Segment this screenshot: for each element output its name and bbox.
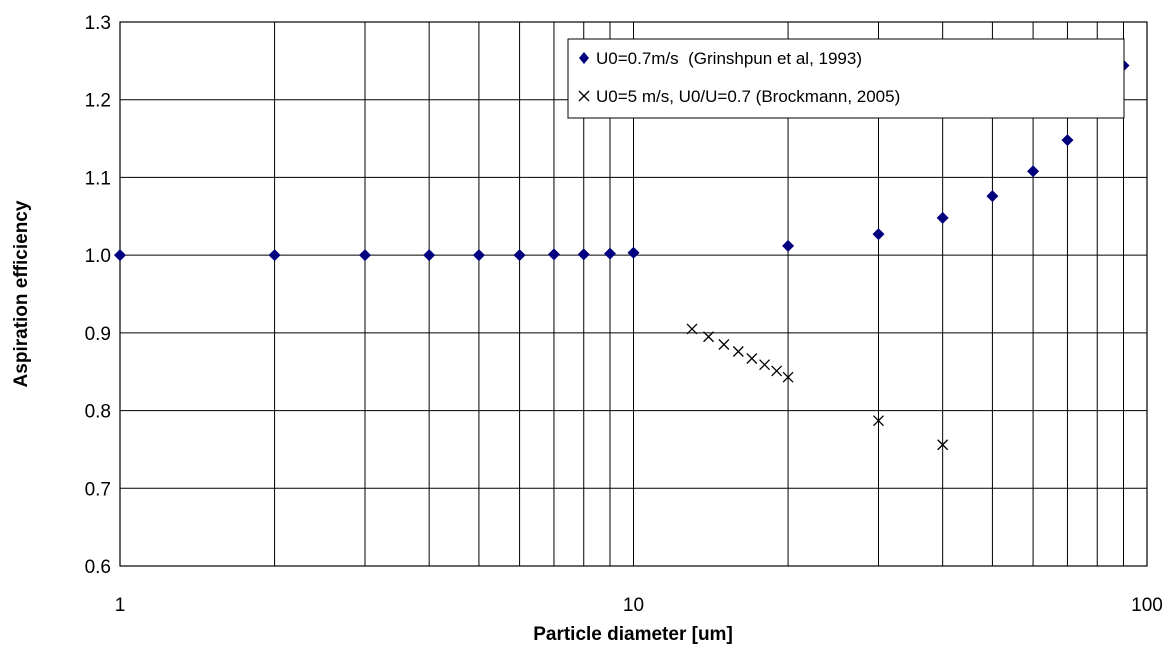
data-point-x	[873, 415, 884, 427]
legend-label-series-1: U0=0.7m/s (Grinshpun et al, 1993)	[596, 49, 862, 68]
data-point-diamond	[627, 246, 640, 259]
data-point-diamond	[604, 247, 617, 260]
data-point-diamond	[513, 249, 526, 262]
data-point-x	[732, 346, 744, 357]
data-point-x	[782, 371, 794, 383]
y-tick-label: 0.6	[85, 557, 111, 578]
data-point-x	[746, 353, 758, 364]
legend-marker-diamond	[579, 52, 589, 64]
legend: U0=0.7m/s (Grinshpun et al, 1993) U0=5 m…	[567, 38, 1125, 119]
data-point-diamond	[872, 228, 885, 241]
data-point-x	[703, 331, 714, 343]
legend-box	[567, 38, 1125, 119]
y-tick-label: 0.8	[85, 402, 111, 423]
data-point-x	[759, 359, 771, 371]
data-point-diamond	[268, 249, 281, 262]
data-point-diamond	[986, 190, 999, 203]
y-tick-label: 0.7	[85, 479, 111, 500]
data-point-diamond	[472, 249, 485, 262]
grid-lines	[119, 21, 1147, 567]
data-point-x	[718, 339, 730, 350]
data-point-x	[937, 439, 949, 451]
x-tick-label: 100	[1131, 595, 1163, 616]
data-point-diamond	[577, 248, 590, 261]
data-point-x	[771, 365, 783, 377]
y-tick-label: 1.0	[85, 246, 111, 267]
data-point-diamond	[547, 248, 560, 261]
data-point-diamond	[1061, 134, 1074, 147]
x-tick-label: 1	[115, 595, 126, 616]
legend-marker-x	[578, 90, 590, 102]
data-point-x	[686, 323, 698, 335]
y-tick-label: 1.3	[85, 13, 111, 34]
data-point-diamond	[1027, 165, 1040, 178]
data-point-diamond	[114, 249, 126, 262]
y-axis-label: Aspiration efficiency	[11, 200, 32, 387]
data-point-diamond	[423, 249, 436, 262]
data-point-diamond	[936, 211, 949, 224]
y-tick-labels: 0.6 0.7 0.8 0.9 1.0 1.1 1.2 1.3	[85, 13, 111, 578]
data-point-diamond	[782, 239, 795, 252]
y-tick-label: 1.2	[85, 91, 111, 112]
plot-area-border	[119, 21, 1148, 567]
x-tick-labels: 1 10 100	[115, 595, 1163, 616]
data-point-diamond	[359, 249, 372, 262]
x-tick-label: 10	[623, 595, 644, 616]
x-axis-label: Particle diameter [um]	[533, 624, 733, 645]
y-tick-label: 1.1	[85, 168, 111, 189]
legend-label-series-2: U0=5 m/s, U0/U=0.7 (Brockmann, 2005)	[596, 87, 900, 106]
data-points	[114, 59, 1130, 451]
y-tick-label: 0.9	[85, 324, 111, 345]
